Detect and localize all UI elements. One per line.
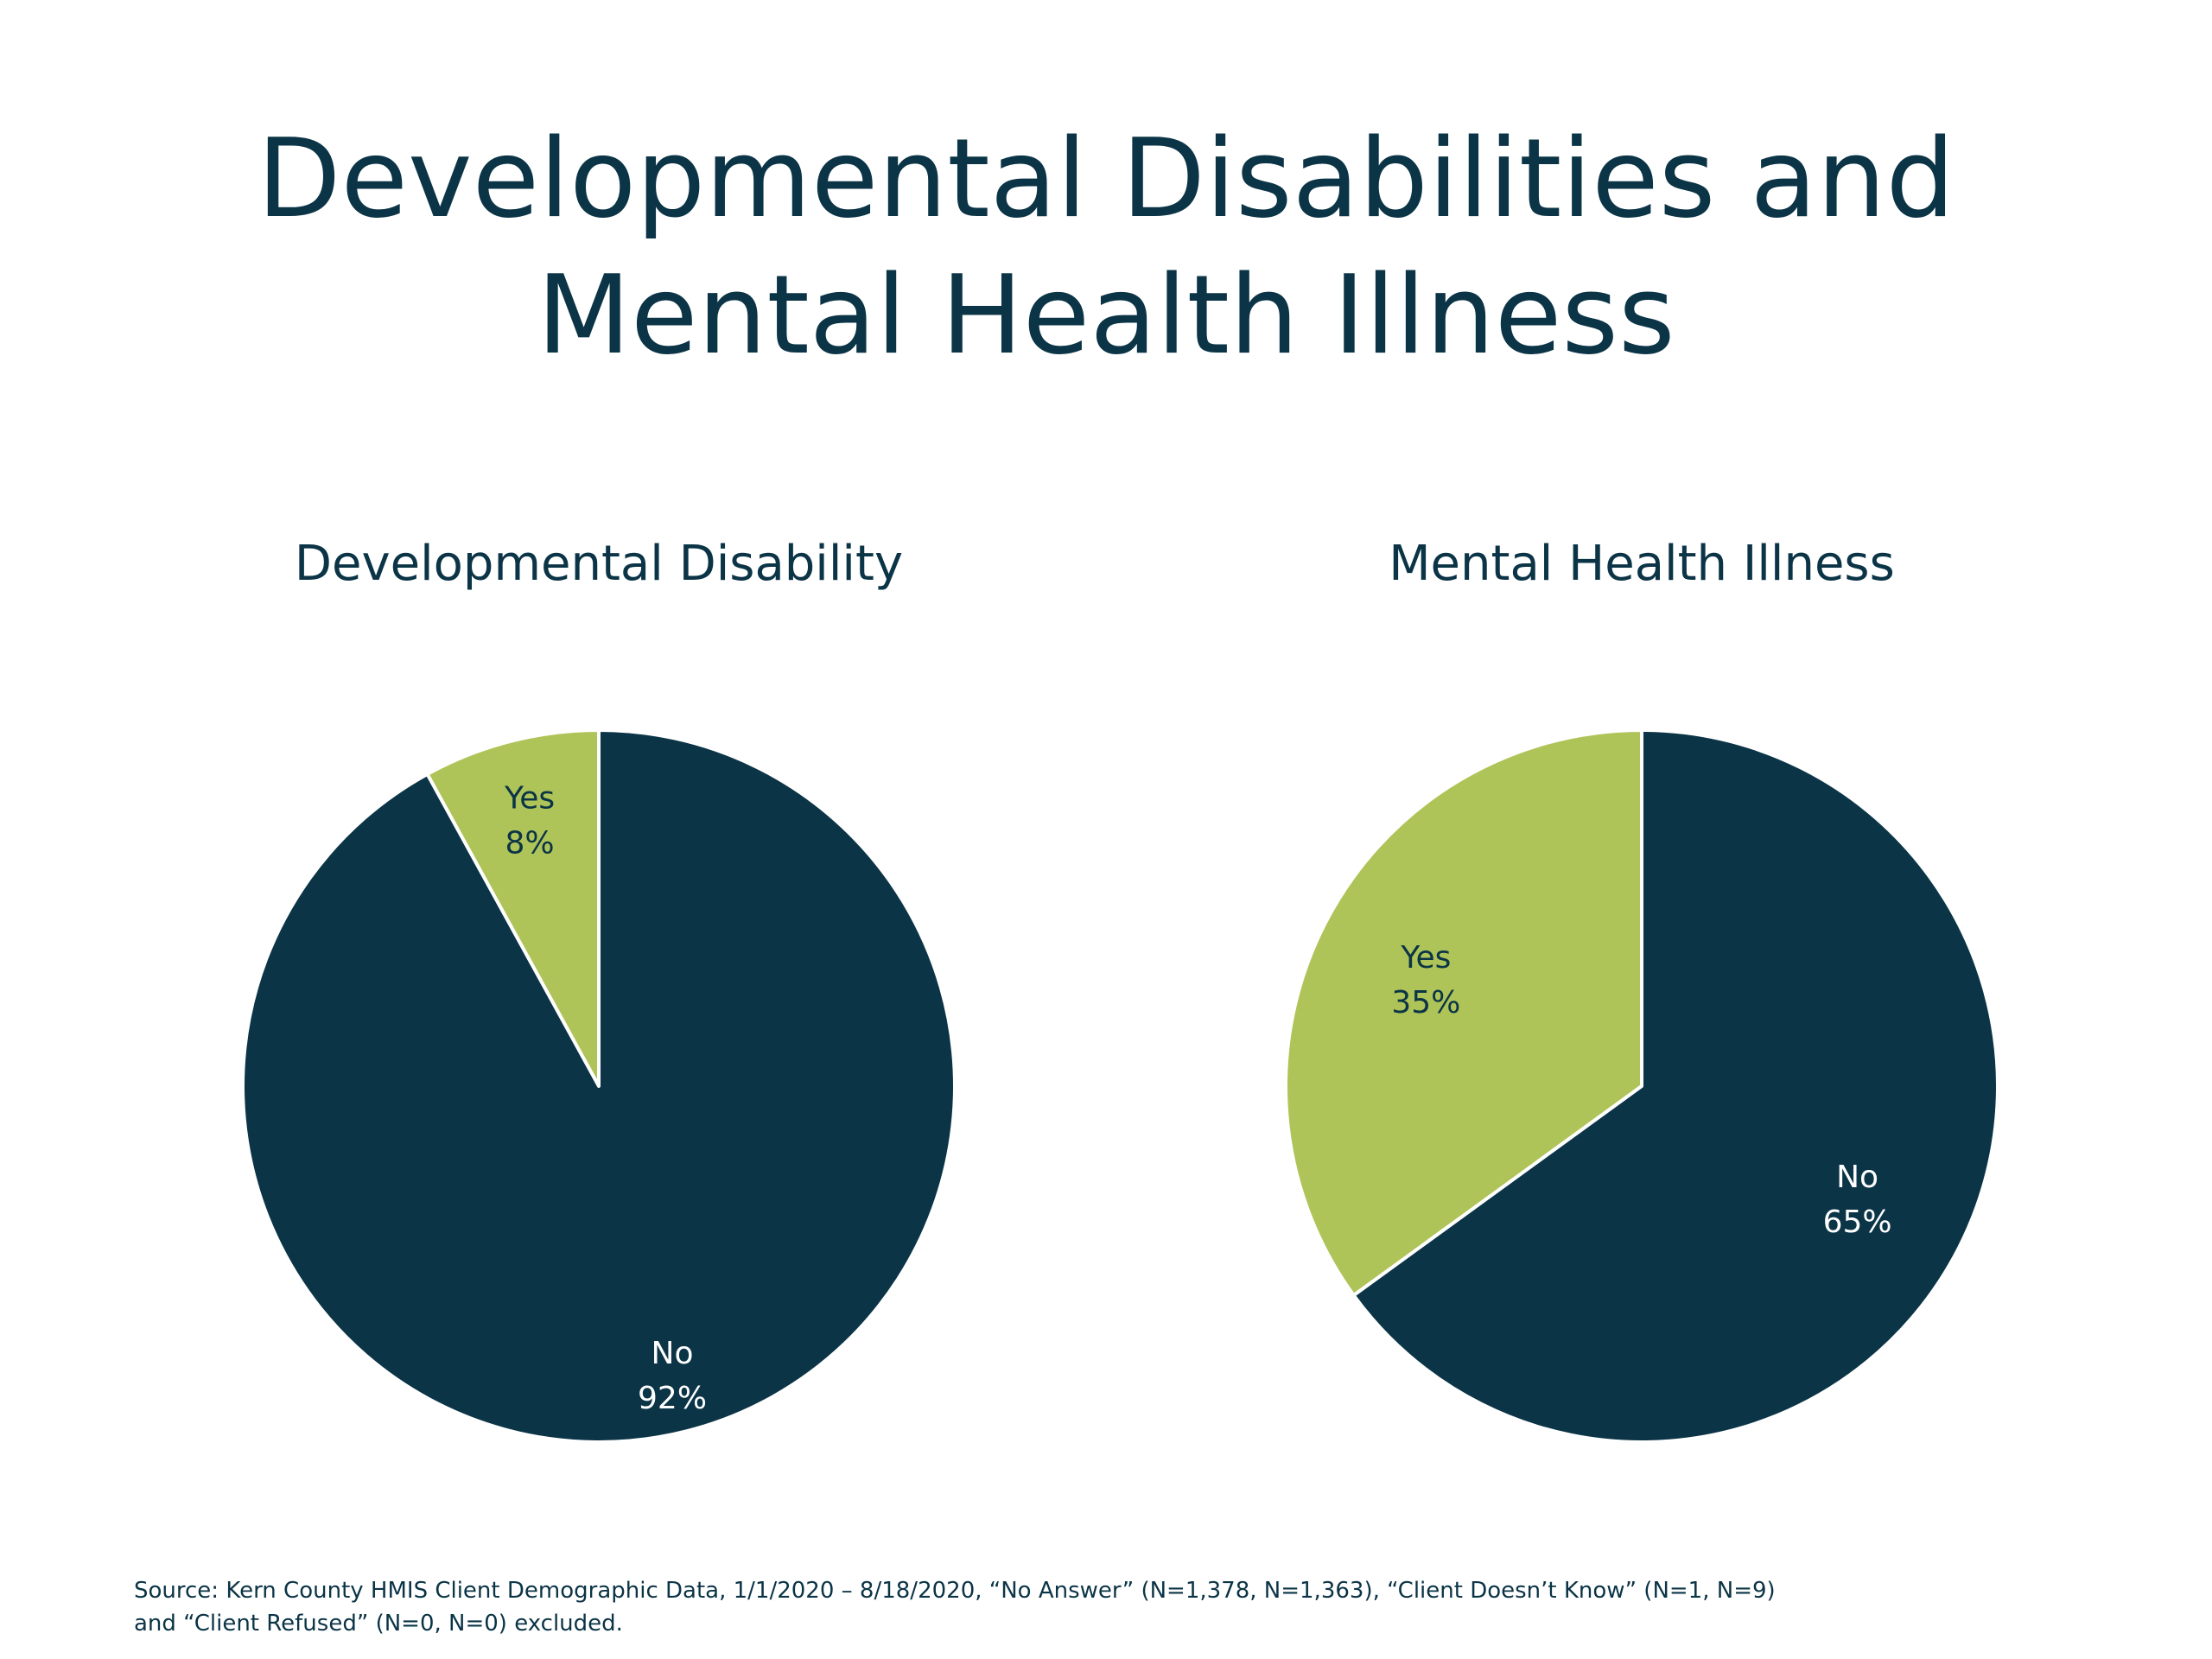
mental-health-illness-label-yes-value: 35% (1391, 985, 1460, 1020)
mental-health-illness-chart-title: Mental Health Illness (1389, 536, 1895, 592)
developmental-disability-label-yes-name: Yes (504, 781, 555, 817)
developmental-disability-chart-title: Developmental Disability (294, 536, 904, 592)
source-note-line-2: and “Client Refused” (N=0, N=0) excluded… (134, 1611, 623, 1637)
developmental-disability-slice-no (241, 728, 957, 1444)
mental-health-illness-slice-no (1351, 728, 1999, 1444)
mental-health-illness-slice-yes (1284, 728, 1643, 1298)
source-note-line-1: Source: Kern County HMIS Client Demograp… (134, 1578, 1776, 1604)
developmental-disability-label-yes-value: 8% (505, 826, 555, 861)
developmental-disability-label-no-value: 92% (638, 1381, 707, 1416)
slide-title: Developmental Disabilities and Mental He… (0, 111, 2212, 384)
mental-health-illness-label-no-name: No (1836, 1160, 1878, 1195)
developmental-disability-label-no-name: No (652, 1336, 694, 1371)
mental-health-illness-label-yes-name: Yes (1400, 940, 1451, 976)
slide-title-line-1: Developmental Disabilities and (257, 115, 1955, 242)
developmental-disability-slice-yes (425, 728, 601, 1088)
mental-health-illness-label-no-value: 65% (1823, 1205, 1892, 1240)
slide-title-line-2: Mental Health Illness (537, 251, 1675, 378)
source-note: Source: Kern County HMIS Client Demograp… (134, 1574, 2121, 1640)
